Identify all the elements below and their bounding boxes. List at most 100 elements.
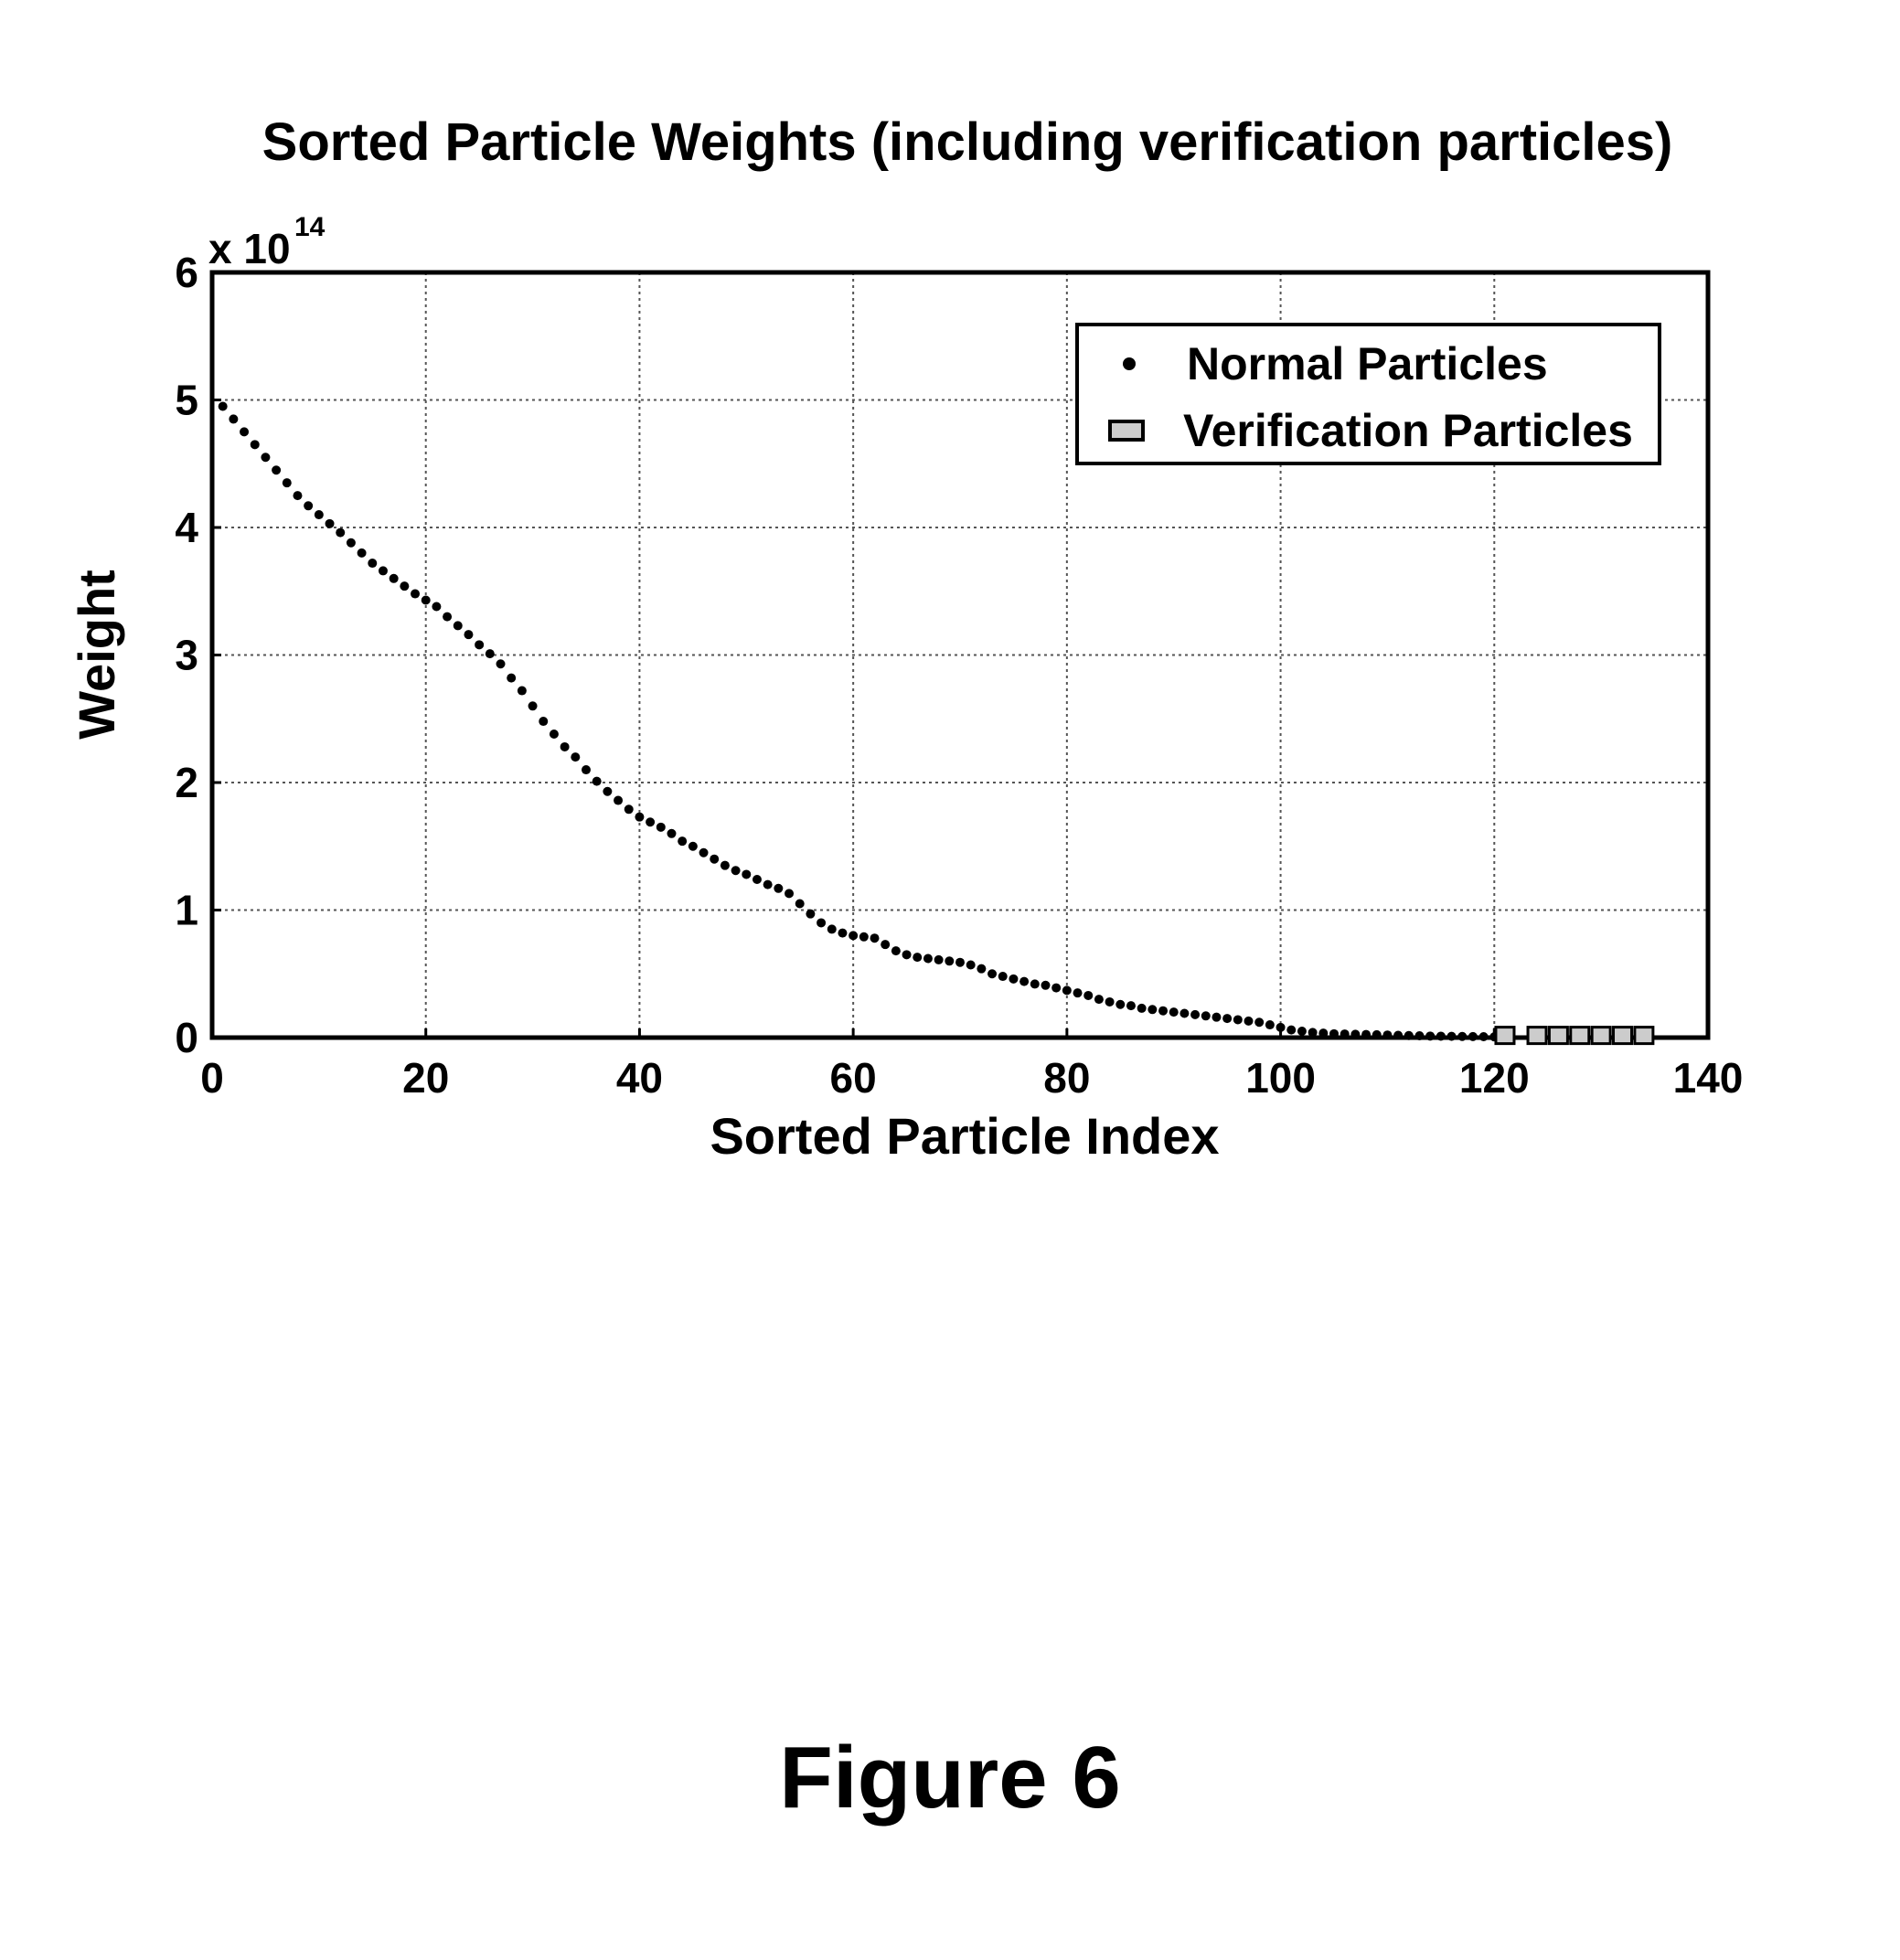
normal-particle-point [913,953,922,962]
normal-particle-point [1169,1007,1179,1017]
normal-particle-point [881,940,890,949]
normal-particle-point [1265,1020,1275,1029]
normal-particle-point [304,501,313,510]
normal-particle-point [731,866,741,875]
x-tick-label: 0 [200,1054,224,1102]
normal-particle-point [1436,1031,1446,1040]
chart-title: Sorted Particle Weights (including verif… [262,112,1673,172]
normal-particle-point [454,621,463,630]
normal-particle-point [1468,1032,1478,1041]
normal-particle-point [1244,1017,1254,1026]
normal-particle-point [1318,1028,1328,1038]
normal-particle-point [1340,1029,1350,1039]
normal-particle-point [1009,975,1018,984]
normal-particle-point [1212,1013,1221,1022]
normal-particle-point [1350,1029,1360,1039]
normal-particle-point [699,848,709,858]
normal-particle-point [902,950,912,959]
normal-particle-point [432,602,441,611]
normal-particle-point [1030,979,1040,988]
verification-particle-point [1571,1028,1589,1044]
normal-particle-point [656,823,666,832]
normal-particle-point [1479,1032,1489,1041]
normal-particle-point [624,804,634,814]
normal-particle-point [1062,985,1072,995]
x-tick-label: 60 [830,1054,877,1102]
y-tick-label: 1 [175,887,198,934]
normal-particle-point [1233,1015,1243,1024]
verification-particle-point [1592,1028,1610,1044]
normal-particle-point [1137,1004,1147,1013]
x-tick-label: 40 [616,1054,663,1102]
normal-particle-point [1308,1028,1318,1037]
legend: Normal Particles Verification Particles [1077,325,1660,463]
normal-particle-point [1404,1031,1414,1040]
normal-particle-point [774,884,783,893]
verification-particle-point [1614,1028,1632,1044]
normal-particle-point [336,528,345,538]
normal-particle-point [1083,991,1093,1000]
normal-particle-point [1382,1030,1392,1039]
normal-particle-point [1447,1032,1457,1041]
normal-particle-point [763,880,773,889]
y-tick-label: 6 [175,249,198,296]
normal-particle-point [1414,1031,1424,1040]
normal-particle-point [326,519,335,528]
normal-particle-point [550,730,559,739]
normal-particle-point [1105,997,1115,1007]
normal-particle-point [838,929,847,938]
normal-particle-point [272,465,281,474]
normal-particle-point [1019,977,1029,986]
normal-particle-point [987,969,997,978]
normal-particle-point [560,742,570,751]
legend-normal-marker [1123,357,1136,370]
verification-particle-point [1528,1028,1546,1044]
x-axis-label: Sorted Particle Index [710,1107,1219,1165]
normal-particle-point [1147,1005,1157,1014]
y-tick-label: 3 [175,632,198,679]
normal-particle-point [582,765,591,774]
normal-particle-point [400,581,409,591]
legend-verification-label: Verification Particles [1183,405,1633,456]
x-tick-label: 100 [1245,1054,1316,1102]
normal-particle-point [891,946,901,955]
verification-particle-point [1549,1028,1567,1044]
y-tick-label: 4 [175,504,198,551]
normal-particle-point [966,960,976,969]
normal-particle-point [710,855,719,864]
normal-particle-point [934,955,944,964]
normal-particle-point [1286,1026,1296,1035]
normal-particle-point [859,932,869,942]
normal-particle-point [518,687,527,696]
normal-particle-point [998,972,1008,981]
normal-particle-point [571,752,580,762]
normal-particle-point [1126,1001,1136,1010]
normal-particle-point [229,414,238,423]
normal-particle-point [753,875,762,884]
normal-particle-point [795,900,805,909]
verification-particle-point [1496,1028,1514,1044]
x-tick-label: 20 [402,1054,449,1102]
figure-caption: Figure 6 [0,1728,1900,1828]
normal-particle-point [358,549,367,558]
y-multiplier-base: x 10 [208,225,291,272]
normal-particle-point [955,958,965,967]
normal-particle-point [1372,1030,1382,1039]
normal-particle-point [1190,1010,1200,1019]
normal-particle-point [1457,1032,1467,1041]
normal-particle-point [1425,1031,1435,1040]
normal-particle-point [1361,1030,1371,1039]
normal-particle-point [1073,988,1083,997]
normal-particle-point [1297,1027,1307,1036]
normal-particle-point [411,590,420,599]
x-tick-label: 120 [1459,1054,1530,1102]
normal-particle-point [721,861,730,870]
y-tick-label: 0 [175,1014,198,1061]
normal-particle-point [240,427,249,436]
normal-particle-point [827,924,837,933]
normal-particle-point [1276,1023,1286,1032]
y-multiplier: x 10 14 [208,212,326,272]
x-tick-label: 80 [1043,1054,1090,1102]
normal-particle-point [486,649,495,658]
normal-particle-point [315,510,324,519]
